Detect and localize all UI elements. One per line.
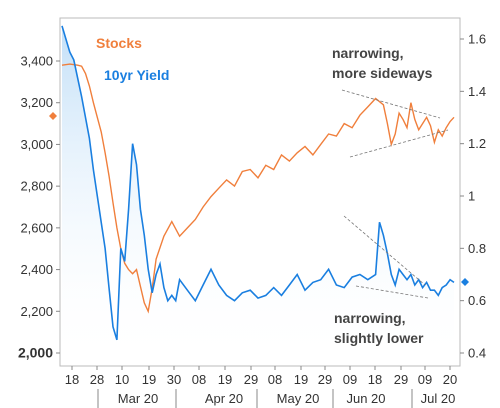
x-axis-tick-label: 09 <box>418 372 432 387</box>
month-label: May 20 <box>277 391 320 406</box>
month-label: Jul 20 <box>421 391 456 406</box>
x-axis-tick-label: 10 <box>115 372 129 387</box>
right-axis-tick-label: 1 <box>468 189 475 204</box>
x-axis-tick-label: 30 <box>167 372 181 387</box>
x-axis-tick-label: 29 <box>318 372 332 387</box>
right-axis-tick-label: 0.4 <box>468 346 486 361</box>
right-axis-tick-label: 1.4 <box>468 84 486 99</box>
x-axis-tick-label: 29 <box>394 372 408 387</box>
x-axis-tick-label: 28 <box>90 372 104 387</box>
left-axis-tick-label: 3,200 <box>20 95 53 110</box>
x-axis-tick-label: 19 <box>218 372 232 387</box>
series-line-stocks <box>61 63 455 314</box>
stocks-triangle <box>341 89 449 158</box>
annotation-yield-line2: slightly lower <box>334 330 424 346</box>
series-line-10yr-yield <box>61 25 455 341</box>
stocks-triangle-upper-line <box>341 89 441 119</box>
month-label: Apr 20 <box>205 391 243 406</box>
left-axis-tick-label: 2,000 <box>18 345 53 361</box>
right-axis-marker <box>461 278 469 286</box>
month-label: Jun 20 <box>346 391 385 406</box>
annotation-stocks-line2: more sideways <box>332 65 433 81</box>
right-axis: 0.4 0.6 0.8 1 1.2 1.4 1.6 <box>460 32 486 361</box>
left-axis-tick-label: 2,200 <box>20 304 53 319</box>
x-axis-tick-label: 08 <box>268 372 282 387</box>
month-axis: Mar 20 Apr 20 May 20 Jun 20 Jul 20 <box>97 389 456 408</box>
legend-label-10yr-yield: 10yr Yield <box>104 67 169 83</box>
left-axis-tick-label: 3,000 <box>20 137 53 152</box>
annotation-stocks-line1: narrowing, <box>332 45 404 61</box>
x-axis-tick-label: 20 <box>443 372 457 387</box>
right-axis-tick-label: 0.6 <box>468 293 486 308</box>
x-axis-tick-label: 29 <box>244 372 258 387</box>
x-axis-tick-label: 18 <box>65 372 79 387</box>
x-axis-tick-label: 09 <box>343 372 357 387</box>
right-axis-tick-label: 1.6 <box>468 32 486 47</box>
yield-triangle-upper-line <box>343 215 426 286</box>
x-axis-tick-label: 19 <box>142 372 156 387</box>
x-axis: 18 28 10 19 30 08 19 29 08 19 29 09 18 29 09 20 <box>65 366 457 387</box>
yield-triangle <box>343 215 429 299</box>
yield-area-fill <box>62 25 454 367</box>
x-axis-tick-label: 18 <box>368 372 382 387</box>
stocks-triangle-lower-line <box>349 129 449 158</box>
month-label: Mar 20 <box>118 391 158 406</box>
right-axis-tick-label: 0.8 <box>468 241 486 256</box>
left-axis-tick-label: 2,800 <box>20 179 53 194</box>
legend-label-stocks: Stocks <box>96 35 142 51</box>
left-axis-tick-label: 2,600 <box>20 220 53 235</box>
left-axis-tick-label: 3,400 <box>20 54 53 69</box>
right-axis-tick-label: 1.2 <box>468 136 486 151</box>
left-axis-tick-label: 2,400 <box>20 262 53 277</box>
left-axis: 2,000 2,200 2,400 2,600 2,800 3,000 3,200 3,400 <box>18 54 60 361</box>
annotation-yield-line1: narrowing, <box>334 310 406 326</box>
left-axis-marker <box>49 112 57 120</box>
x-axis-tick-label: 08 <box>192 372 206 387</box>
yield-triangle-lower-line <box>355 285 429 299</box>
x-axis-tick-label: 19 <box>294 372 308 387</box>
